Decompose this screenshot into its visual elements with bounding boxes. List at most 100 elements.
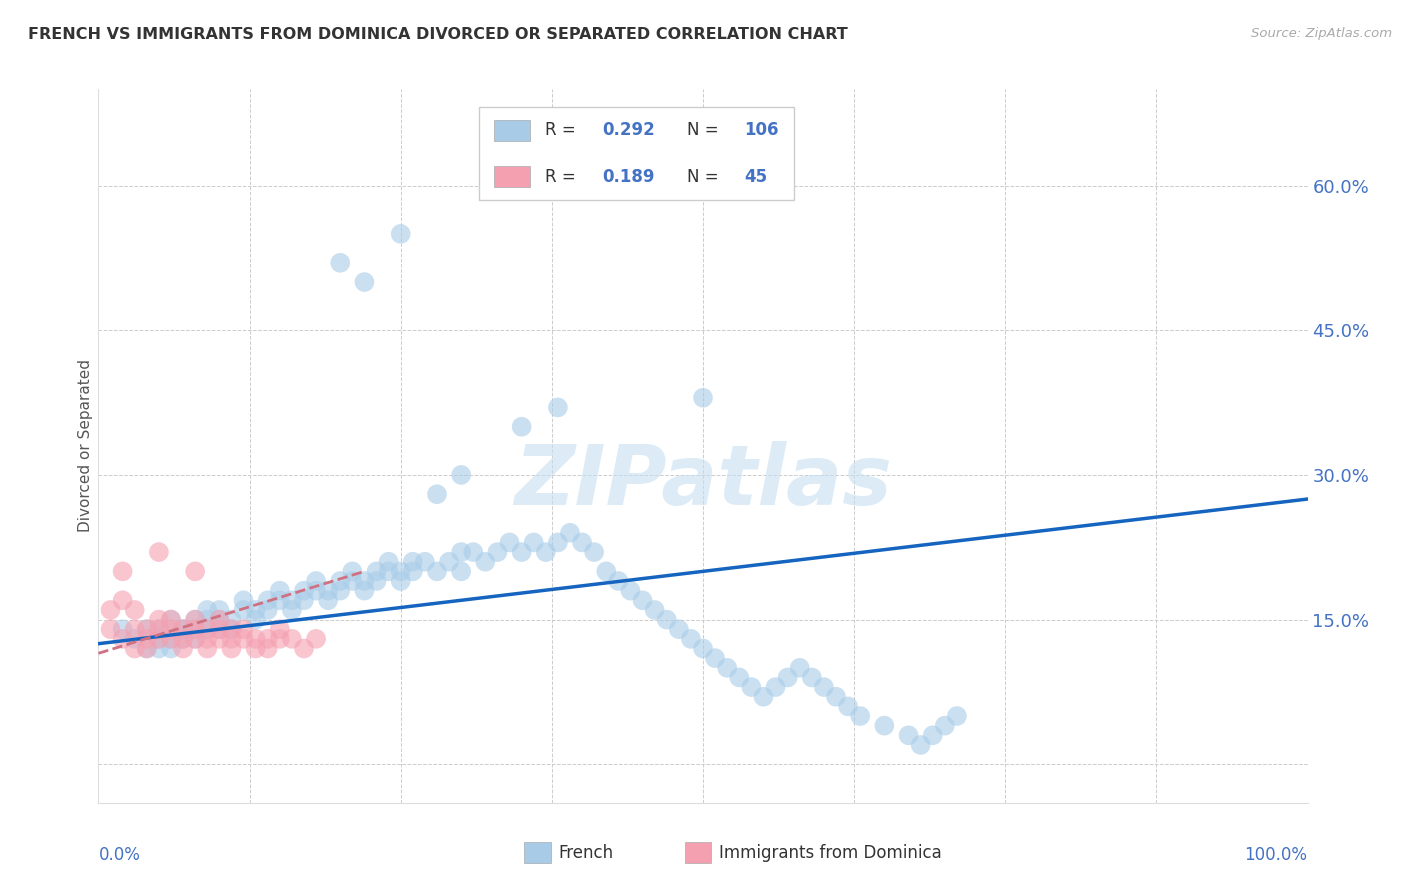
Point [655,613,678,627]
Point [377,565,399,579]
Point [426,487,449,501]
Point [269,622,291,636]
Point [184,613,207,627]
Point [837,699,859,714]
Point [111,622,134,636]
Point [208,622,231,636]
Point [135,622,157,636]
Point [305,583,328,598]
Point [921,728,943,742]
Point [631,593,654,607]
Point [172,622,194,636]
Point [316,593,339,607]
Point [402,565,425,579]
Point [716,661,738,675]
Point [426,565,449,579]
Point [353,583,375,598]
Point [413,555,436,569]
Point [111,593,134,607]
FancyBboxPatch shape [494,166,530,187]
Point [305,574,328,588]
Text: Source: ZipAtlas.com: Source: ZipAtlas.com [1251,27,1392,40]
Point [450,545,472,559]
Point [305,632,328,646]
Point [292,641,315,656]
FancyBboxPatch shape [524,842,551,863]
Point [172,641,194,656]
Point [389,227,412,241]
Point [100,603,122,617]
Point [245,613,267,627]
Point [595,565,617,579]
Point [184,613,207,627]
Point [148,622,170,636]
Point [450,565,472,579]
Point [124,622,146,636]
Point [692,391,714,405]
Text: N =: N = [688,121,718,139]
Point [184,632,207,646]
Text: N =: N = [688,168,718,186]
Point [897,728,920,742]
Text: R =: R = [544,168,575,186]
Point [148,622,170,636]
Point [486,545,509,559]
Point [740,680,762,694]
Point [221,622,243,636]
Point [389,574,412,588]
Point [221,613,243,627]
Point [377,555,399,569]
Point [510,545,533,559]
Point [111,632,134,646]
Point [208,622,231,636]
Point [195,613,218,627]
Point [232,622,254,636]
Point [800,670,823,684]
Text: FRENCH VS IMMIGRANTS FROM DOMINICA DIVORCED OR SEPARATED CORRELATION CHART: FRENCH VS IMMIGRANTS FROM DOMINICA DIVOR… [28,27,848,42]
Point [221,622,243,636]
Point [269,632,291,646]
Point [160,613,183,627]
Point [256,603,278,617]
Point [135,641,157,656]
Point [148,632,170,646]
Point [873,719,896,733]
Point [389,565,412,579]
Point [148,641,170,656]
Point [208,613,231,627]
Point [124,632,146,646]
Text: 0.0%: 0.0% [98,846,141,863]
Point [148,545,170,559]
Point [776,670,799,684]
Point [292,593,315,607]
Point [342,574,364,588]
Point [353,574,375,588]
Point [172,632,194,646]
Point [498,535,520,549]
Point [547,535,569,549]
Point [547,401,569,415]
Point [607,574,630,588]
FancyBboxPatch shape [479,107,793,200]
Point [256,593,278,607]
Point [437,555,460,569]
Y-axis label: Divorced or Separated: Divorced or Separated [77,359,93,533]
Point [366,565,388,579]
Point [245,603,267,617]
Point [208,632,231,646]
Point [523,535,546,549]
Point [160,622,183,636]
Point [208,613,231,627]
Point [160,632,183,646]
Point [704,651,727,665]
Point [292,583,315,598]
Point [160,641,183,656]
Point [135,641,157,656]
Text: R =: R = [544,121,575,139]
Point [450,467,472,482]
Point [571,535,593,549]
Point [934,719,956,733]
Point [256,632,278,646]
Point [728,670,751,684]
Point [221,641,243,656]
